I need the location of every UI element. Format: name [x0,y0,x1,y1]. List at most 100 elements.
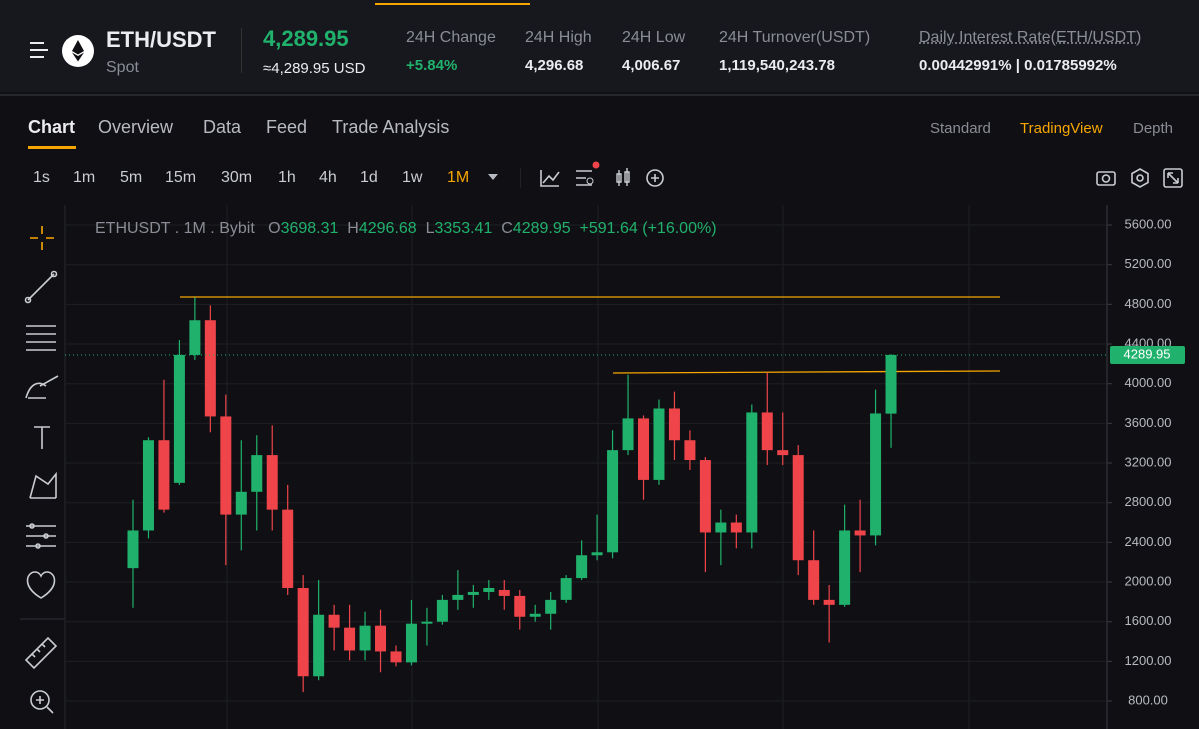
stat-label: 24H Change [406,29,496,46]
interval[interactable]: 4h [319,169,337,186]
ohlc-value: 3353.41 [434,220,493,237]
view[interactable]: Depth [1133,120,1174,137]
candle-body [854,530,866,536]
interval[interactable]: 1d [360,169,378,186]
candle-body [699,460,711,533]
symbol: ETHUSDT [95,220,171,237]
y-tick-label: 1600.00 [1125,613,1172,628]
price-tag-label: 4289.95 [1124,346,1171,361]
candle-body [313,614,325,677]
interval[interactable]: 1M [447,169,470,186]
toolbar [20,226,65,714]
y-tick-label: 3600.00 [1125,415,1172,430]
candle-body [390,651,402,663]
candle-body [730,522,742,533]
candle-body [421,621,433,624]
ohlc-value: 4296.68 [358,220,417,237]
tab[interactable]: Feed [266,117,308,137]
change: +591.64 (+16.00%) [579,220,717,237]
candle-body [498,589,510,596]
candle-body [545,599,557,614]
candle-body [344,627,356,651]
grid [65,205,1107,729]
ohlc-letter: H [347,220,359,237]
y-tick-label: 5200.00 [1125,256,1172,271]
y-tick-label: 1200.00 [1125,653,1172,668]
market: Spot [106,59,139,76]
price-tag [1110,345,1185,364]
interval: 1M [183,220,206,237]
interval[interactable]: 30m [221,169,253,186]
candle-body [173,354,185,483]
eth-logo [62,35,94,67]
y-tick-label: 4000.00 [1125,375,1172,390]
menu-icon[interactable] [28,40,52,60]
candle-body [282,509,294,588]
interval[interactable]: 1s [33,169,50,186]
candle-body [297,587,309,677]
header [0,0,1199,92]
drawn-line [612,370,1001,374]
candle-body [746,412,758,533]
tab[interactable]: Trade Analysis [332,117,450,137]
candle-body [251,455,263,492]
candle-body [560,578,572,600]
stat-label: 24H Turnover(USDT) [719,29,871,46]
y-tick-label: 2400.00 [1125,534,1172,549]
interval[interactable]: 5m [120,169,143,186]
candle-body [359,625,371,651]
ohlc-value: 3698.31 [280,220,339,237]
ohlc-letter: L [425,220,435,237]
candle-body [235,491,247,515]
candle-body [204,320,216,417]
y-tick-label: 800.00 [1128,692,1168,707]
candle-body [622,418,634,451]
candle-body [189,320,201,355]
price: 4,289.95 [263,26,349,51]
y-tick-label: 2000.00 [1125,573,1172,588]
stat-label: 24H High [525,29,592,46]
candle-body [529,613,541,617]
view[interactable]: Standard [930,120,991,137]
candle-body [467,591,479,595]
y-tick-label: 3200.00 [1125,454,1172,469]
candle-body [220,416,232,515]
tab[interactable]: Overview [98,117,174,137]
candle-body [823,599,835,605]
tab[interactable]: Data [203,117,242,137]
top-accent [375,3,530,5]
candle-body [668,408,680,441]
interval[interactable]: 1m [73,169,96,186]
stat-value: 4,296.68 [525,57,584,74]
candle-body [375,625,387,652]
ohlc-value: 4289.95 [512,220,571,237]
view[interactable]: TradingView [1020,120,1103,137]
candle-body [761,412,773,451]
stat-value: 1,119,540,243.78 [719,57,835,74]
candle-body [158,440,170,510]
interval[interactable]: 15m [165,169,197,186]
tab[interactable]: Chart [28,117,76,137]
right-tools [1096,168,1183,188]
interval[interactable]: 1w [402,169,423,186]
dropdown-icon[interactable] [486,170,500,184]
stat-value: 0.00442991% | 0.01785992% [919,57,1117,74]
candle-body [808,560,820,600]
candle-body [607,450,619,553]
exchange: Bybit [219,220,255,237]
stat-value: +5.84% [406,57,458,74]
candle-body [328,614,340,628]
stat-label: Daily Interest Rate(ETH/USDT) [919,29,1142,46]
candle-body [839,530,851,605]
candle-body [870,413,882,536]
interval[interactable]: 1h [278,169,296,186]
y-tick-label: 5600.00 [1125,216,1172,231]
candle-body [715,522,727,533]
stat-label: 24H Low [622,29,686,46]
candle-body [436,599,448,622]
candle-body [576,555,588,579]
pair: ETH/USDT [106,27,216,52]
candle-body [885,354,897,414]
